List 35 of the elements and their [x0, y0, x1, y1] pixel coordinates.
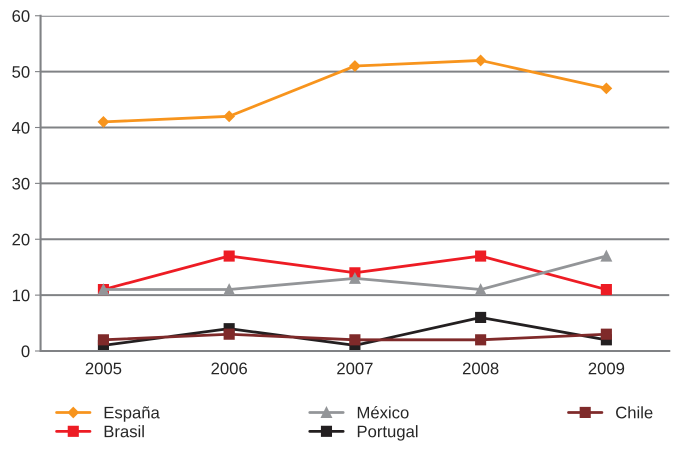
point [475, 284, 486, 296]
legend-label: Chile [616, 406, 652, 418]
y-tick-label: 30 [12, 178, 30, 190]
legend-label: España [104, 406, 160, 422]
legend-label: Portugal [358, 425, 418, 441]
point [98, 334, 109, 346]
point [475, 54, 486, 66]
point [224, 110, 235, 122]
point [349, 60, 361, 72]
point [224, 328, 235, 340]
point [349, 334, 360, 346]
point [224, 250, 235, 262]
y-tick-label: 0 [22, 345, 30, 358]
point [600, 82, 612, 94]
y-tick-label: 40 [12, 122, 30, 134]
y-tick-label: 10 [12, 290, 30, 302]
x-tick-label: 2008 [462, 362, 498, 374]
y-tick-label: 20 [12, 234, 30, 246]
point [475, 250, 486, 262]
x-tick-label: 2005 [86, 362, 122, 374]
point [600, 328, 612, 340]
legend-label: México [358, 406, 409, 418]
point [475, 334, 486, 346]
y-tick-label: 50 [12, 66, 30, 78]
legend-label: Brasil [104, 425, 144, 438]
y-tick-label: 60 [12, 10, 30, 22]
point [349, 272, 360, 284]
x-tick-label: 2009 [588, 362, 624, 374]
point [475, 312, 486, 324]
x-tick-label: 2007 [337, 362, 373, 374]
point [224, 284, 235, 296]
point [98, 116, 110, 128]
point [600, 284, 612, 296]
x-tick-label: 2006 [211, 362, 247, 374]
point [600, 250, 612, 262]
